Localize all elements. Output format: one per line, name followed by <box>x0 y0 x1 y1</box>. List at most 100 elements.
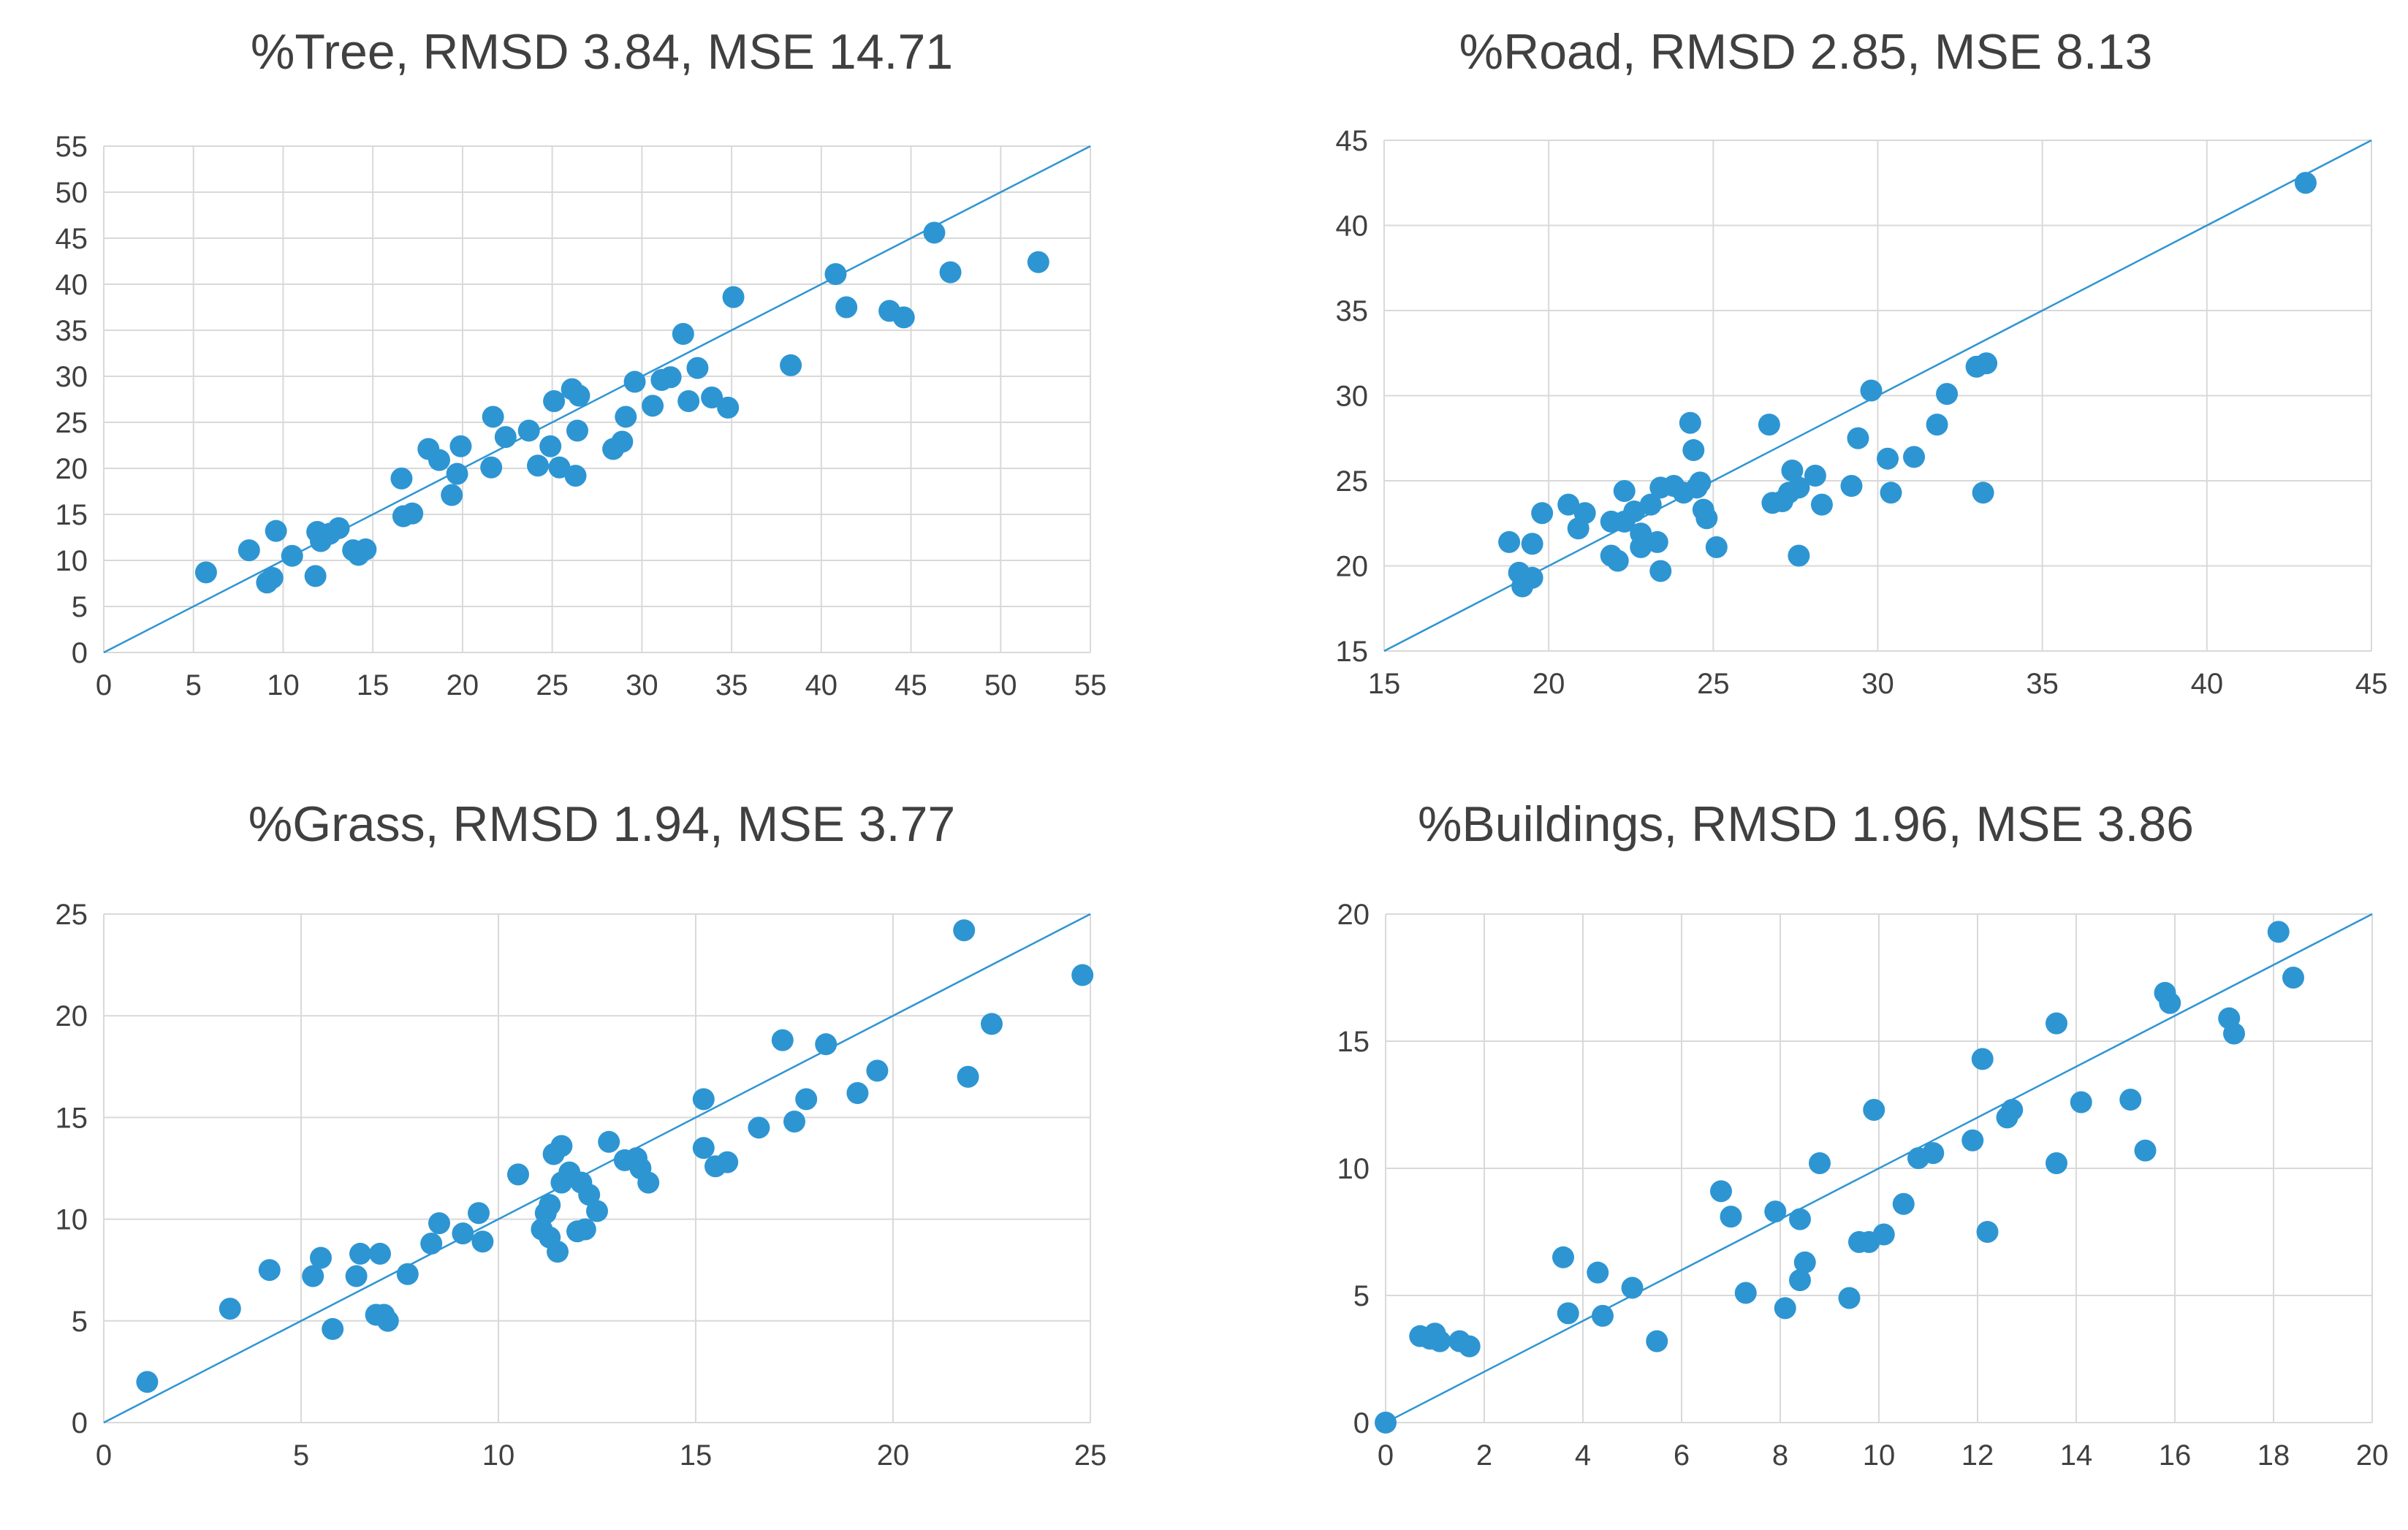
data-point <box>136 1371 159 1393</box>
data-point <box>1027 251 1049 273</box>
data-point <box>2134 1139 2157 1162</box>
x-tick-label: 4 <box>1575 1439 1591 1472</box>
data-point <box>1429 1330 1451 1352</box>
reference-line <box>103 145 1091 654</box>
y-tick-label: 20 <box>1336 551 1369 583</box>
y-tick-label: 30 <box>56 361 88 393</box>
data-point <box>771 1029 794 1051</box>
y-tick-label: 10 <box>1337 1153 1370 1185</box>
data-point <box>396 1263 419 1285</box>
data-point <box>1521 533 1543 555</box>
data-point <box>637 1171 660 1194</box>
data-point <box>310 1247 332 1269</box>
y-tick-label: 5 <box>1353 1280 1370 1312</box>
data-point <box>1804 465 1826 487</box>
data-point <box>566 419 588 442</box>
data-point <box>2282 967 2304 989</box>
x-tick-label: 10 <box>482 1439 515 1472</box>
data-point <box>1613 479 1636 502</box>
y-tick-label: 5 <box>72 1306 88 1338</box>
x-tick-label: 20 <box>2356 1439 2389 1472</box>
data-point <box>1880 482 1902 504</box>
data-point <box>507 1163 529 1186</box>
data-point <box>446 463 468 485</box>
y-tick-label: 30 <box>1336 381 1369 413</box>
data-point <box>1789 1269 1811 1292</box>
x-tick-label: 55 <box>1074 669 1107 701</box>
data-point <box>441 484 463 506</box>
data-point <box>327 517 350 539</box>
data-point <box>717 396 740 419</box>
data-point <box>623 370 646 393</box>
data-point <box>615 406 637 428</box>
x-tick-label: 35 <box>2026 668 2059 700</box>
data-point <box>2159 992 2181 1014</box>
y-tick-label: 50 <box>56 177 88 209</box>
data-point <box>686 357 709 379</box>
data-point <box>1720 1206 1742 1228</box>
plot-grass: 0 5 10 15 20 25 0 5 10 15 20 25 <box>56 899 1107 1472</box>
x-tick-label: 0 <box>96 1439 112 1472</box>
data-point <box>1646 1330 1668 1352</box>
data-point <box>449 435 472 457</box>
data-point <box>677 390 700 413</box>
data-point <box>1587 1261 1609 1284</box>
data-point <box>957 1065 979 1088</box>
data-point <box>939 261 962 283</box>
data-point <box>2223 1022 2245 1045</box>
data-point <box>1847 427 1869 449</box>
data-point <box>1606 549 1629 572</box>
y-tick-label: 35 <box>56 315 88 347</box>
reference-line <box>103 913 1091 1424</box>
data-point <box>527 454 549 477</box>
x-tick-label: 5 <box>186 669 202 701</box>
data-point <box>815 1033 838 1056</box>
x-tick-label: 16 <box>2159 1439 2192 1472</box>
data-point <box>480 456 503 479</box>
data-point <box>548 456 571 479</box>
data-point <box>1863 1098 1885 1121</box>
x-tick-label: 45 <box>895 669 927 701</box>
data-point <box>2070 1091 2092 1114</box>
y-tick-label: 0 <box>1353 1407 1370 1439</box>
data-point <box>219 1298 241 1320</box>
data-point <box>349 1242 371 1265</box>
x-tick-label: 8 <box>1772 1439 1788 1472</box>
data-point <box>1375 1412 1397 1434</box>
y-tick-label: 5 <box>72 591 88 623</box>
plot-road: 15 20 25 30 35 40 45 15 20 25 30 35 40 45 <box>1336 125 2388 700</box>
x-tick-label: 10 <box>267 669 300 701</box>
data-point <box>1552 1246 1574 1268</box>
data-point <box>1774 1297 1796 1320</box>
y-tick-label: 20 <box>1337 899 1370 931</box>
data-point <box>2046 1012 2067 1035</box>
data-point <box>1531 502 1554 525</box>
data-point <box>1710 1180 1732 1203</box>
data-point <box>304 565 327 587</box>
data-point <box>261 566 284 589</box>
data-point <box>953 919 976 942</box>
x-tick-label: 30 <box>626 669 658 701</box>
data-point <box>401 502 424 525</box>
data-point <box>824 263 847 286</box>
y-tick-label: 20 <box>56 1000 88 1032</box>
data-point <box>2046 1152 2067 1175</box>
y-tick-label: 35 <box>1336 295 1369 327</box>
data-point <box>1961 1129 1984 1152</box>
chart-title: %Grass, RMSD 1.94, MSE 3.77 <box>248 796 956 852</box>
x-tick-label: 2 <box>1476 1439 1492 1472</box>
x-tick-label: 0 <box>96 669 112 701</box>
x-tick-label: 10 <box>1863 1439 1896 1472</box>
x-tick-label: 5 <box>293 1439 309 1472</box>
data-point <box>1809 1152 1831 1175</box>
data-point <box>1764 1200 1787 1223</box>
data-point <box>539 435 562 457</box>
data-point <box>1521 566 1543 589</box>
data-point <box>1573 502 1596 525</box>
y-tick-label: 10 <box>56 545 88 577</box>
data-point <box>1922 1142 1945 1165</box>
data-point <box>281 544 303 567</box>
x-tick-label: 15 <box>680 1439 713 1472</box>
data-point <box>322 1317 344 1340</box>
data-point <box>1498 530 1521 553</box>
